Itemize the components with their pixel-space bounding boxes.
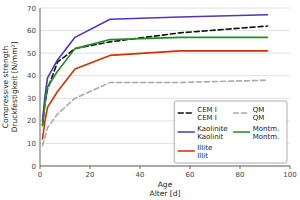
legend-label: Kaolinite — [197, 125, 227, 133]
tick-label: 100 — [283, 171, 296, 179]
chart: 0 10 20 30 40 50 60 70 0 20 40 60 80 100 AgeAlter [d] C… — [0, 0, 300, 200]
tick-label: 0 — [38, 171, 42, 179]
legend-swatch — [178, 112, 194, 114]
tick-label: 50 — [27, 50, 36, 58]
tick-label: 40 — [27, 72, 36, 80]
grid-line — [40, 53, 290, 54]
y-axis-label: Druckfestigkeit [N/mm²] — [10, 42, 19, 133]
tick-label: 70 — [27, 5, 36, 13]
legend-label: CEM I — [197, 106, 217, 114]
tick-label: 0 — [32, 163, 36, 171]
legend-label: Kaolinit — [197, 133, 223, 141]
legend-item: IlliteIllit — [178, 144, 212, 160]
tick-label: 40 — [136, 171, 145, 179]
legend-item: KaoliniteKaolinit — [178, 125, 227, 141]
grid-line — [40, 8, 290, 9]
tick-label: 20 — [27, 117, 36, 125]
legend-label: Illite — [197, 144, 212, 152]
x-axis-label: Alter [d] — [150, 189, 181, 198]
legend-label: Illit — [197, 152, 208, 160]
legend-label: QM — [253, 106, 265, 114]
legend-swatch — [234, 131, 250, 133]
legend: CEM ICEM I QMQM KaoliniteKaolinit Montm.Mon… — [174, 101, 287, 163]
grid-line — [40, 75, 290, 76]
y-axis-label: Compressive strength — [1, 46, 10, 129]
legend-label: QM — [253, 114, 265, 122]
legend-item: Montm.Montm. — [234, 125, 280, 141]
x-axis — [40, 166, 290, 167]
grid-line — [40, 98, 290, 99]
grid-line — [40, 30, 290, 31]
legend-label: Montm. — [253, 133, 280, 141]
tick-label: 60 — [186, 171, 195, 179]
y-axis — [40, 8, 41, 166]
legend-item: QMQM — [234, 106, 265, 122]
legend-swatch — [178, 150, 194, 152]
tick-label: 80 — [236, 171, 245, 179]
x-axis-label: Age — [158, 180, 173, 189]
legend-swatch — [234, 112, 250, 114]
tick-label: 10 — [27, 140, 36, 148]
legend-item: CEM ICEM I — [178, 106, 217, 122]
legend-swatch — [178, 131, 194, 133]
tick-label: 60 — [27, 27, 36, 35]
tick-label: 30 — [27, 95, 36, 103]
grid-line — [40, 166, 290, 167]
tick-label: 20 — [86, 171, 95, 179]
legend-box — [174, 101, 287, 163]
legend-label: Montm. — [253, 125, 280, 133]
legend-label: CEM I — [197, 114, 217, 122]
